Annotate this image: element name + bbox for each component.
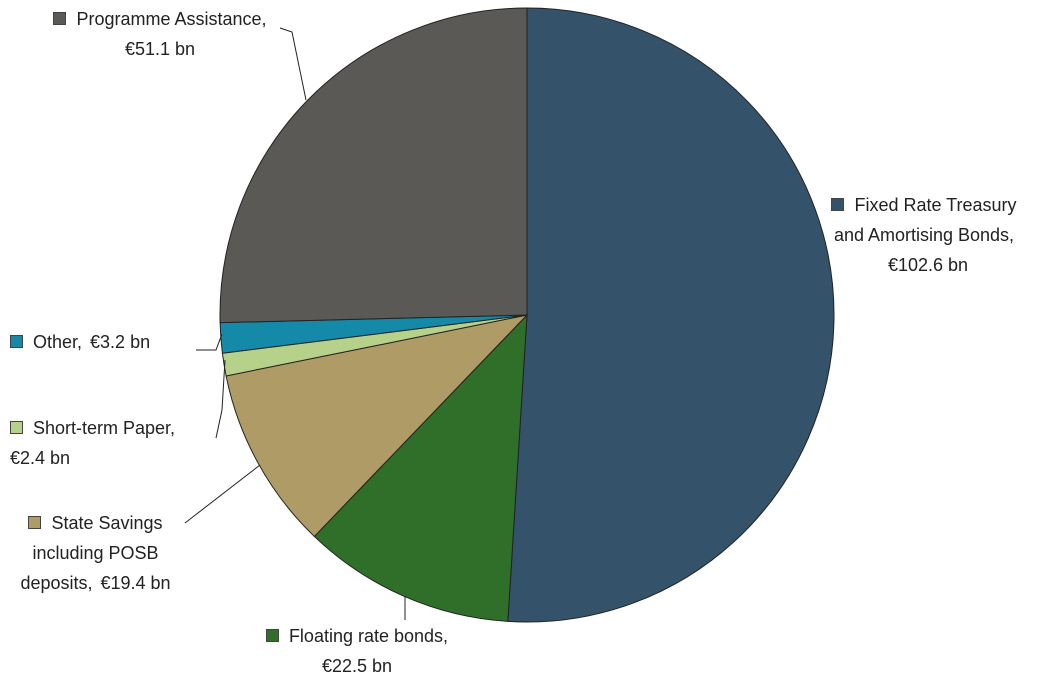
slice-name: Floating rate bonds, — [288, 626, 449, 646]
legend-marker — [10, 335, 23, 348]
slice-label: Programme Assistance, €51.1 bn — [10, 4, 310, 64]
leader-line — [184, 464, 261, 524]
slice-value-label: €3.2 bn — [90, 332, 151, 352]
legend-marker — [53, 12, 67, 25]
legend-marker — [10, 421, 23, 434]
slice-name: Programme Assistance, — [76, 9, 267, 29]
slice-value-label: €2.4 bn — [10, 448, 71, 468]
pie-slice — [219, 7, 528, 324]
legend-marker — [265, 629, 279, 642]
slice-value-label: €51.1 bn — [124, 39, 196, 59]
slice-value-label: €22.5 bn — [321, 656, 393, 676]
slice-label: Short-term Paper, €2.4 bn — [10, 413, 230, 473]
leader-lines — [184, 27, 406, 620]
leader-line — [279, 27, 307, 101]
pie-slice — [225, 314, 529, 538]
leader-line — [215, 359, 226, 439]
slice-name: State Savings including POSB deposits, — [20, 513, 163, 593]
pie-slice — [313, 313, 528, 622]
slice-label: State Savings including POSB deposits, €1… — [8, 508, 183, 598]
slice-value-label: €102.6 bn — [887, 255, 969, 275]
slice-name: Short-term Paper, — [33, 418, 176, 438]
pie — [219, 7, 835, 623]
slice-label: Floating rate bonds, €22.5 bn — [232, 621, 482, 681]
slice-name: Other, — [33, 332, 83, 352]
pie-slice — [507, 7, 835, 623]
slice-value-label: €19.4 bn — [100, 573, 171, 593]
slice-name: Fixed Rate Treasury and Amortising Bonds… — [833, 195, 1017, 245]
leader-line — [196, 333, 223, 351]
slice-label: Fixed Rate Treasury and Amortising Bonds… — [824, 190, 1024, 280]
slice-label: Other, €3.2 bn — [10, 327, 230, 357]
legend-marker — [28, 516, 42, 529]
legend-marker — [831, 198, 845, 211]
